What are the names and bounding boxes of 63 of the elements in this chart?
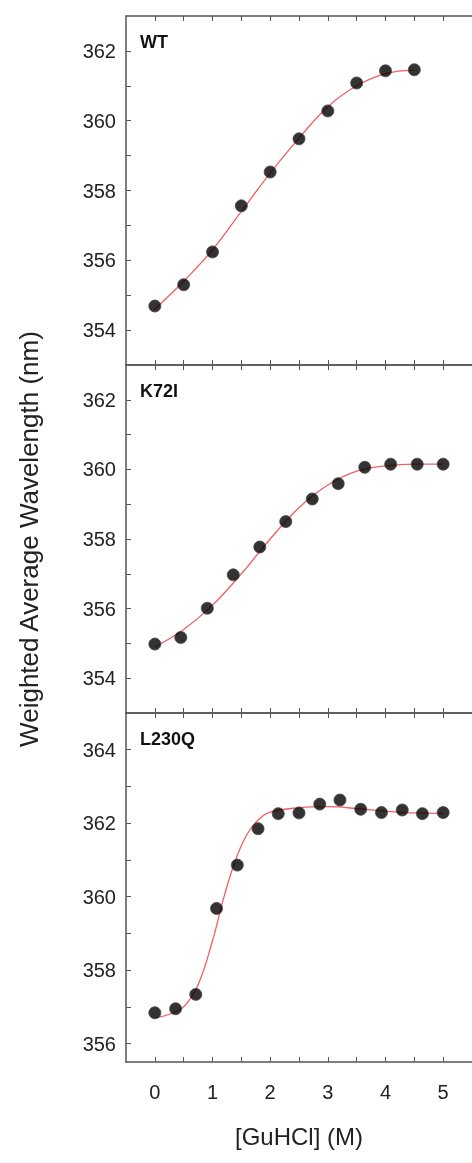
point: [148, 637, 162, 651]
y-tick-label: 360: [82, 885, 116, 908]
y-tick-label: 354: [82, 667, 116, 690]
point: [350, 76, 364, 90]
point: [384, 457, 398, 471]
y-axis-title: Weighted Average Wavelength (nm): [14, 331, 44, 747]
point: [206, 245, 219, 259]
point: [292, 132, 306, 146]
y-tick-label: 362: [82, 39, 116, 62]
point: [148, 299, 162, 313]
point: [210, 901, 224, 915]
point: [379, 64, 392, 78]
y-tick-label: 356: [82, 249, 116, 272]
point: [253, 540, 267, 554]
point: [395, 803, 409, 817]
y-tick-label: 360: [82, 109, 116, 132]
point: [321, 104, 335, 118]
point: [230, 858, 244, 872]
point: [200, 601, 214, 615]
point: [354, 802, 368, 816]
x-tick-label: 5: [437, 1081, 449, 1103]
y-tick-label: 362: [82, 388, 116, 411]
point: [279, 515, 293, 529]
y-tick-label: 358: [82, 179, 116, 202]
text: L230Q: [140, 729, 196, 749]
point: [374, 806, 388, 820]
point: [331, 477, 345, 491]
point: [305, 492, 319, 506]
y-tick-label: 358: [82, 528, 116, 550]
y-tick-label: 356: [82, 1032, 116, 1055]
x-tick-label: 3: [322, 1081, 334, 1103]
point: [333, 793, 347, 807]
point: [407, 63, 421, 77]
point: [148, 1006, 162, 1020]
point: [292, 806, 306, 820]
x-tick-label: 4: [379, 1081, 392, 1103]
point: [410, 457, 424, 471]
y-tick-label: 360: [82, 458, 116, 481]
x-axis-title: [GuHCl] (M): [235, 1122, 363, 1150]
point: [271, 807, 285, 821]
point: [177, 278, 191, 292]
point: [251, 822, 265, 836]
point: [358, 460, 372, 474]
y-tick-label: 354: [82, 319, 116, 342]
point: [263, 165, 277, 179]
point: [169, 1002, 183, 1016]
point: [415, 807, 429, 821]
point: [436, 457, 450, 471]
y-tick-label: 358: [82, 959, 116, 982]
x-tick-label: 0: [149, 1081, 161, 1103]
x-tick-label: 2: [264, 1081, 276, 1103]
point: [234, 199, 248, 213]
y-tick-label: 356: [82, 597, 116, 620]
point: [226, 568, 240, 582]
y-tick-label: 362: [82, 812, 116, 835]
text: K72I: [140, 381, 179, 401]
x-tick-label: 1: [206, 1081, 219, 1103]
y-tick-label: 364: [82, 738, 116, 761]
point: [189, 987, 203, 1001]
point: [174, 630, 188, 644]
text: WT: [140, 32, 168, 52]
point: [313, 797, 327, 811]
point: [436, 806, 450, 820]
